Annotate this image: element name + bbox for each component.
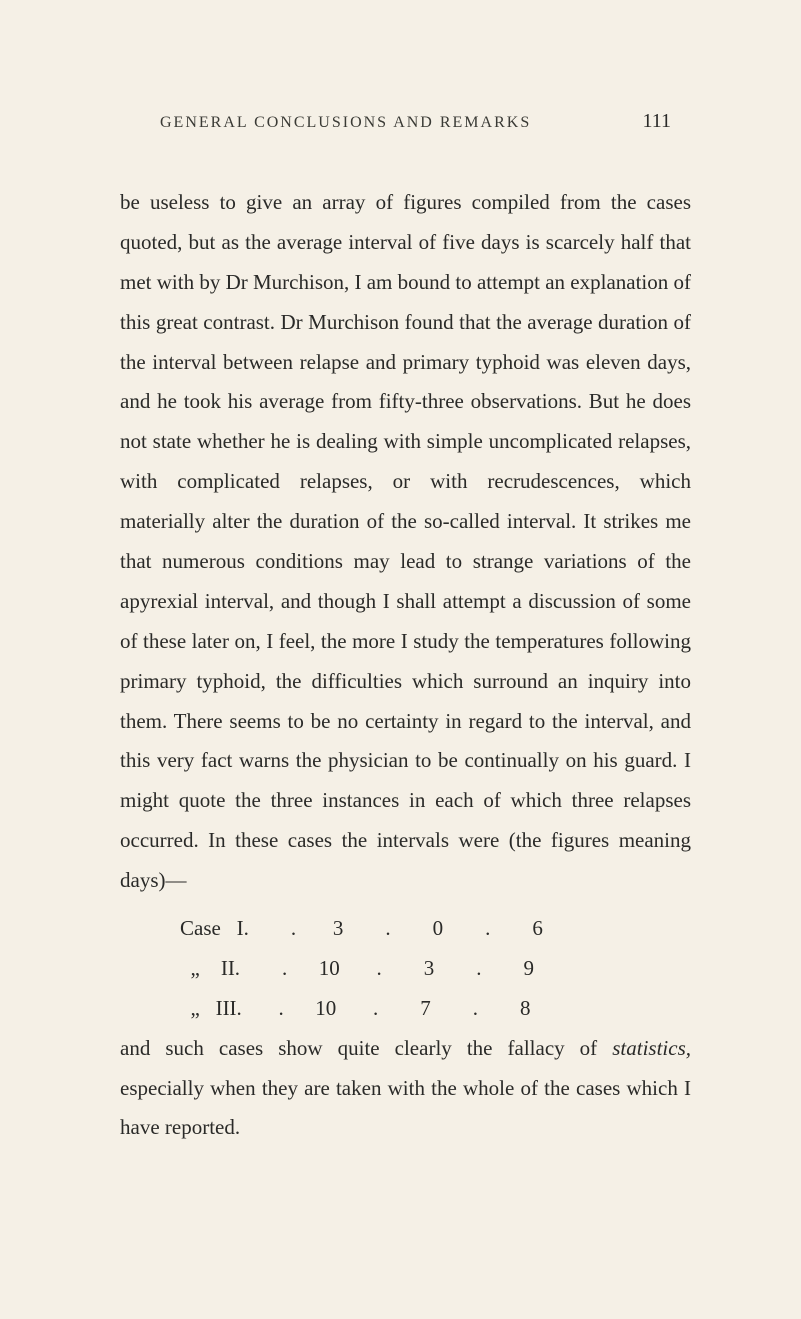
- case-table: Case I. . 3 . 0 . 6 „ II. . 10 . 3 . 9 „…: [180, 909, 691, 1029]
- running-title: GENERAL CONCLUSIONS AND REMARKS: [160, 114, 531, 132]
- case-row-1: Case I. . 3 . 0 . 6: [180, 909, 691, 949]
- italic-statistics: statistics,: [612, 1036, 691, 1060]
- page-number: 111: [642, 110, 671, 133]
- main-paragraph: be useless to give an array of figures c…: [120, 183, 691, 901]
- closing-text-after: especially when they are taken with the …: [120, 1076, 691, 1140]
- closing-text-before: and such cases show quite clearly the fa…: [120, 1036, 612, 1060]
- case-row-3: „ III. . 10 . 7 . 8: [180, 989, 691, 1029]
- page-header: GENERAL CONCLUSIONS AND REMARKS 111: [120, 110, 691, 133]
- case-row-2: „ II. . 10 . 3 . 9: [180, 949, 691, 989]
- closing-paragraph: and such cases show quite clearly the fa…: [120, 1029, 691, 1149]
